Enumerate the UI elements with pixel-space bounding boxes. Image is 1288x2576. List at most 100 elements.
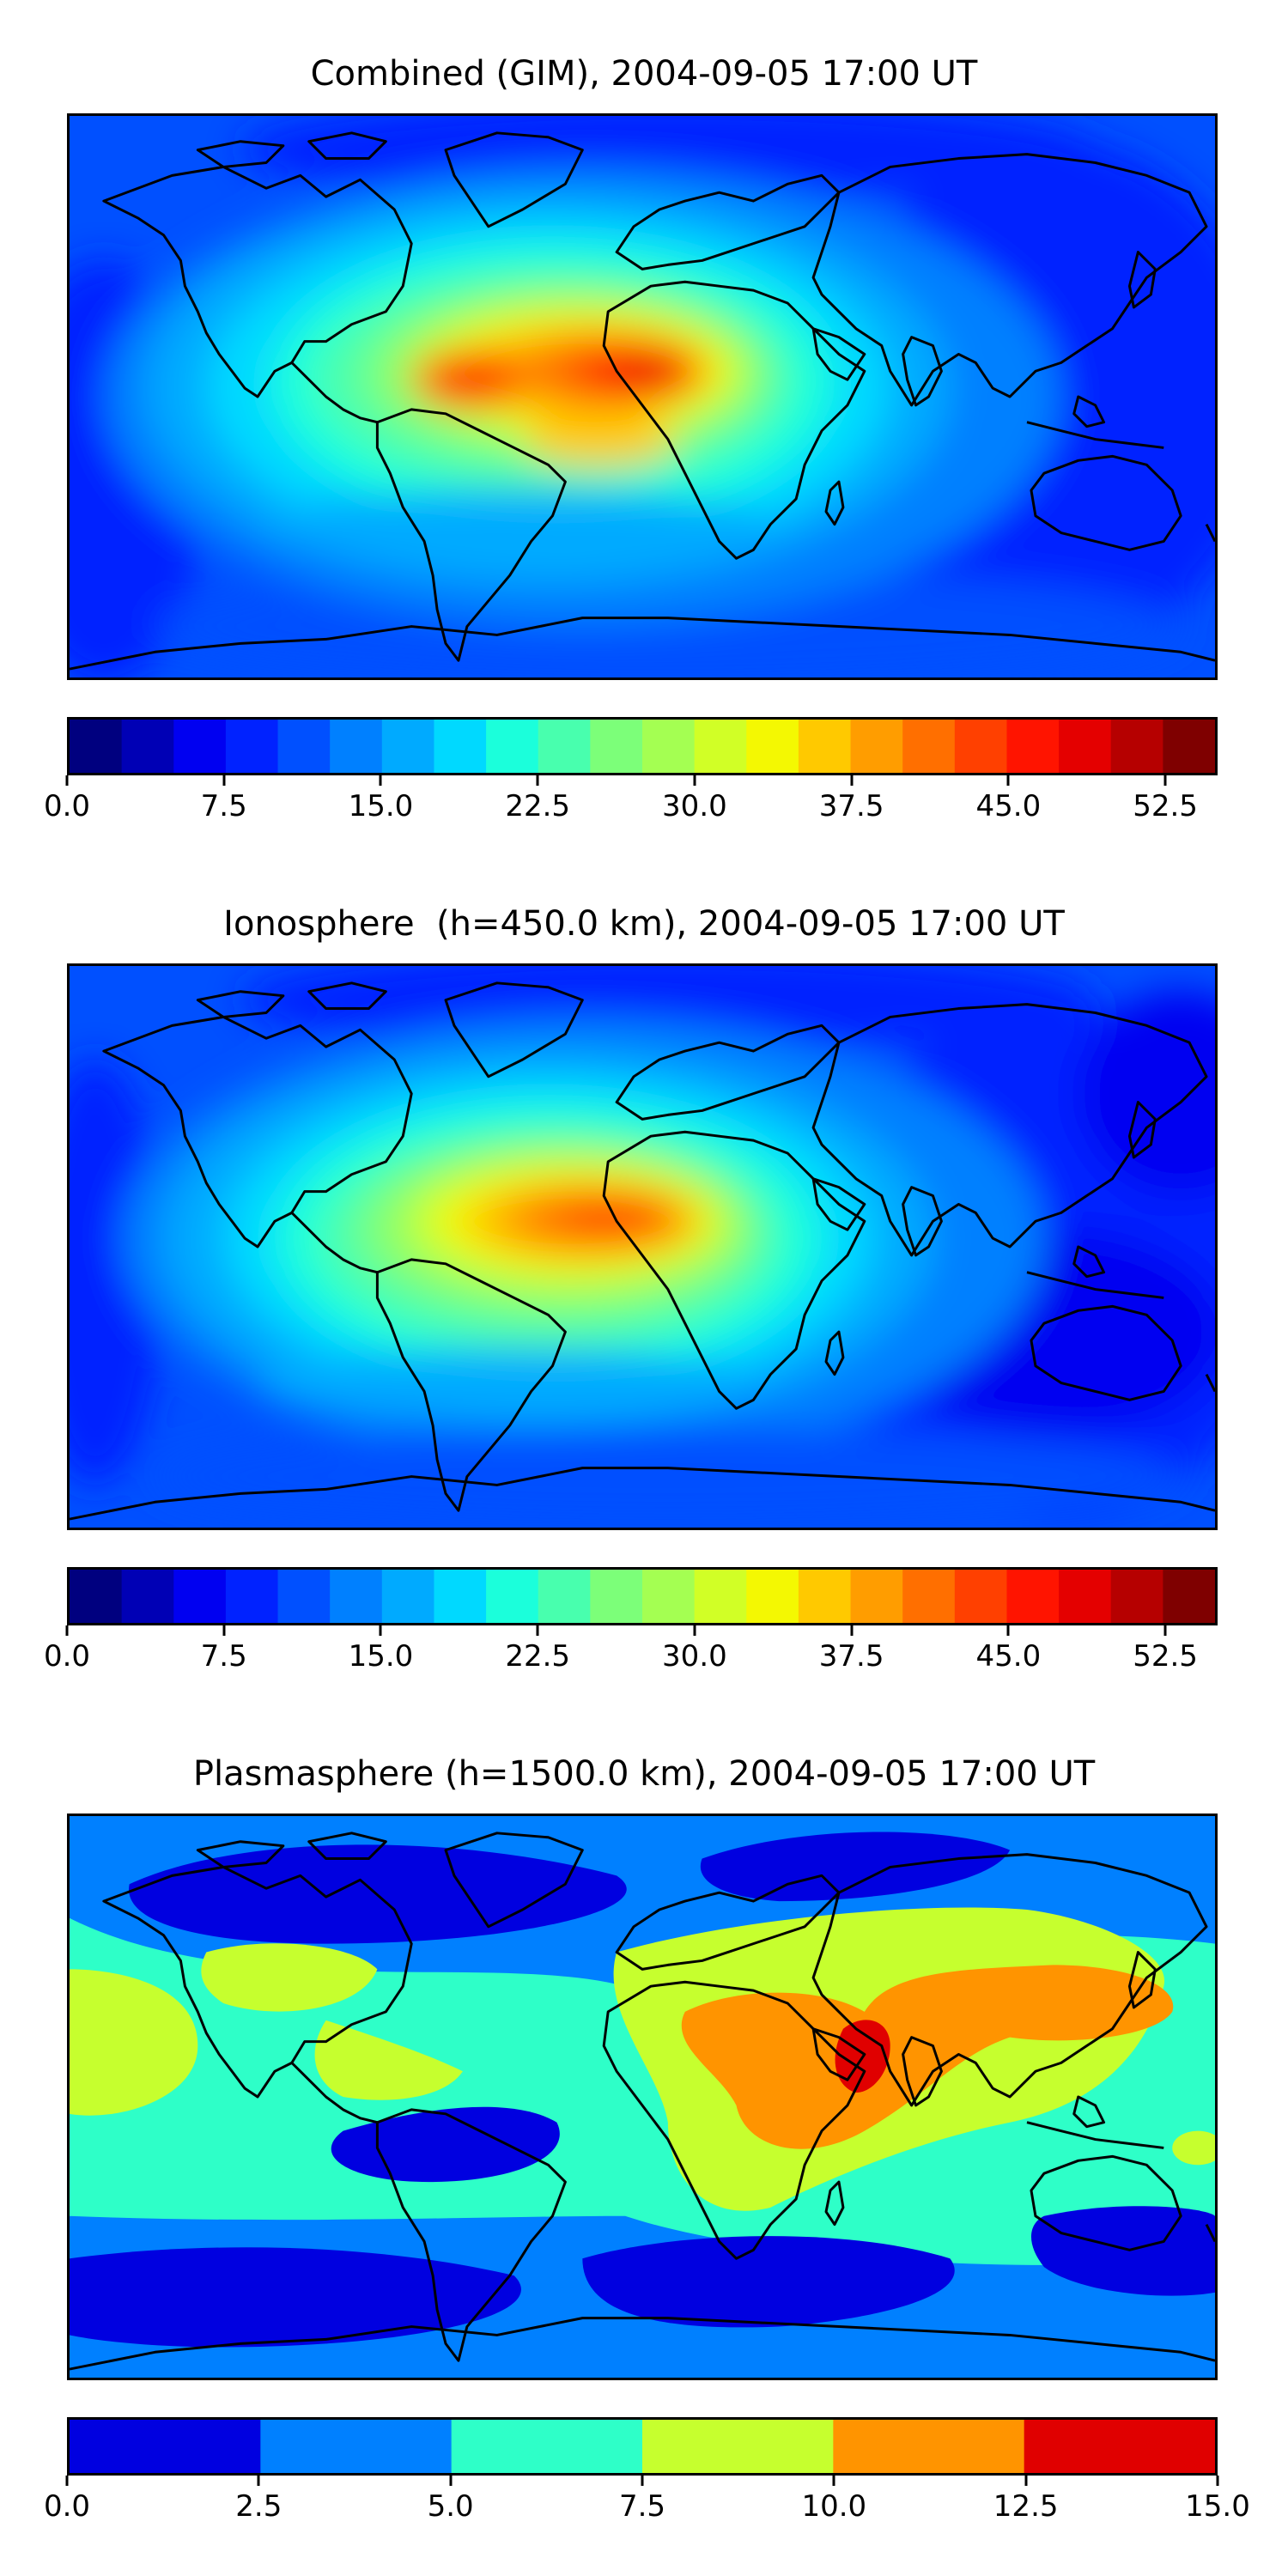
colorbar-tick-mark [693,1625,696,1636]
colorbar-tick-mark [65,1625,69,1636]
colorbar-level-4 [277,1570,331,1623]
colorbar-tick-label: 30.0 [662,1639,727,1674]
colorbar-level-3 [225,720,279,773]
colorbar-level-21 [1163,720,1215,773]
colorbar-gradient-combined [70,720,1215,773]
map-ionosphere [67,963,1218,1530]
colorbar-level-7 [434,1570,487,1623]
colorbar-level-21 [1163,1570,1215,1623]
colorbar-level-5 [330,720,383,773]
map-combined [67,113,1218,680]
colorbar-level-16 [902,1570,956,1623]
colorbar-tick-label: 22.5 [505,1639,571,1674]
colorbar-tick-mark [1163,775,1167,786]
colorbar-tick-label: 22.5 [505,789,571,823]
colorbar-level-3 [225,1570,279,1623]
colorbar-level-14 [798,720,852,773]
colorbar-tick-label: 7.5 [200,1639,247,1674]
colorbar-tick-mark [641,2476,644,2486]
colorbar-level-4 [833,2420,1025,2473]
colorbar-plasmasphere [67,2417,1218,2476]
colorbar-level-17 [954,1570,1008,1623]
colorbar-tick-label: 45.0 [975,789,1042,823]
colorbar-level-14 [798,1570,852,1623]
colorbar-level-0 [70,720,123,773]
colorbar-tick-mark [257,2476,260,2486]
colorbar-level-10 [590,720,643,773]
colorbar-tick-label: 12.5 [993,2489,1059,2524]
colorbar-tick-label: 15.0 [348,1639,414,1674]
colorbar-level-16 [902,720,956,773]
colorbar-tick-mark [379,775,382,786]
colorbar-tick-mark [379,1625,382,1636]
colorbar-tick-label: 0.0 [43,1639,91,1674]
colorbar-tick-label: 15.0 [348,789,414,823]
colorbar-level-12 [694,720,747,773]
colorbar-level-9 [538,720,591,773]
colorbar-level-8 [486,720,539,773]
colorbar-level-18 [1006,720,1060,773]
tec-map-combined [70,116,1215,677]
colorbar-tick-label: 7.5 [200,789,247,823]
colorbar-level-19 [1059,1570,1112,1623]
colorbar-level-6 [381,720,435,773]
colorbar-tick-label: 5.0 [427,2489,474,2524]
colorbar-tick-mark [1024,2476,1028,2486]
tec-map-ionosphere [70,966,1215,1528]
colorbar-level-20 [1110,720,1163,773]
colorbar-level-18 [1006,1570,1060,1623]
colorbar-level-2 [173,1570,227,1623]
panel-title-combined: Combined (GIM), 2004-09-05 17:00 UT [310,54,978,94]
colorbar-level-2 [173,720,227,773]
colorbar-tick-label: 52.5 [1133,789,1198,823]
colorbar-level-5 [330,1570,383,1623]
colorbar-tick-label: 15.0 [1185,2489,1250,2524]
colorbar-level-11 [642,1570,696,1623]
colorbar-level-3 [642,2420,834,2473]
colorbar-tick-label: 2.5 [235,2489,283,2524]
colorbar-tick-mark [693,775,696,786]
colorbar-tick-label: 37.5 [818,789,884,823]
colorbar-level-1 [121,1570,174,1623]
colorbar-tick-mark [222,775,226,786]
colorbar-level-13 [746,720,799,773]
colorbar-level-4 [277,720,331,773]
tec-map-plasmasphere [70,1816,1215,2378]
colorbar-tick-mark [65,775,69,786]
map-plasmasphere [67,1814,1218,2380]
panel-title-plasmasphere: Plasmasphere (h=1500.0 km), 2004-09-05 1… [192,1754,1096,1794]
colorbar-level-19 [1059,720,1112,773]
colorbar-level-10 [590,1570,643,1623]
colorbar-level-11 [642,720,696,773]
colorbar-level-15 [850,1570,903,1623]
colorbar-tick-mark [1163,1625,1167,1636]
colorbar-level-0 [70,1570,123,1623]
colorbar-tick-label: 7.5 [618,2489,666,2524]
colorbar-tick-label: 0.0 [43,789,91,823]
colorbar-level-20 [1110,1570,1163,1623]
colorbar-combined [67,717,1218,775]
colorbar-tick-label: 52.5 [1133,1639,1198,1674]
colorbar-level-15 [850,720,903,773]
colorbar-level-8 [486,1570,539,1623]
colorbar-tick-label: 30.0 [662,789,727,823]
colorbar-tick-mark [222,1625,226,1636]
colorbar-tick-label: 45.0 [975,1639,1042,1674]
colorbar-tick-label: 10.0 [801,2489,867,2524]
colorbar-tick-label: 37.5 [818,1639,884,1674]
colorbar-level-13 [746,1570,799,1623]
colorbar-level-1 [260,2420,453,2473]
colorbar-tick-mark [850,775,854,786]
colorbar-gradient-plasmasphere [70,2420,1215,2473]
colorbar-tick-mark [850,1625,854,1636]
colorbar-tick-mark [1006,775,1010,786]
colorbar-level-2 [451,2420,643,2473]
colorbar-tick-label: 0.0 [43,2489,91,2524]
colorbar-tick-mark [65,2476,69,2486]
colorbar-tick-mark [1216,2476,1219,2486]
colorbar-level-7 [434,720,487,773]
colorbar-tick-mark [832,2476,835,2486]
colorbar-ionosphere [67,1567,1218,1625]
colorbar-level-6 [381,1570,435,1623]
colorbar-tick-mark [1006,1625,1010,1636]
